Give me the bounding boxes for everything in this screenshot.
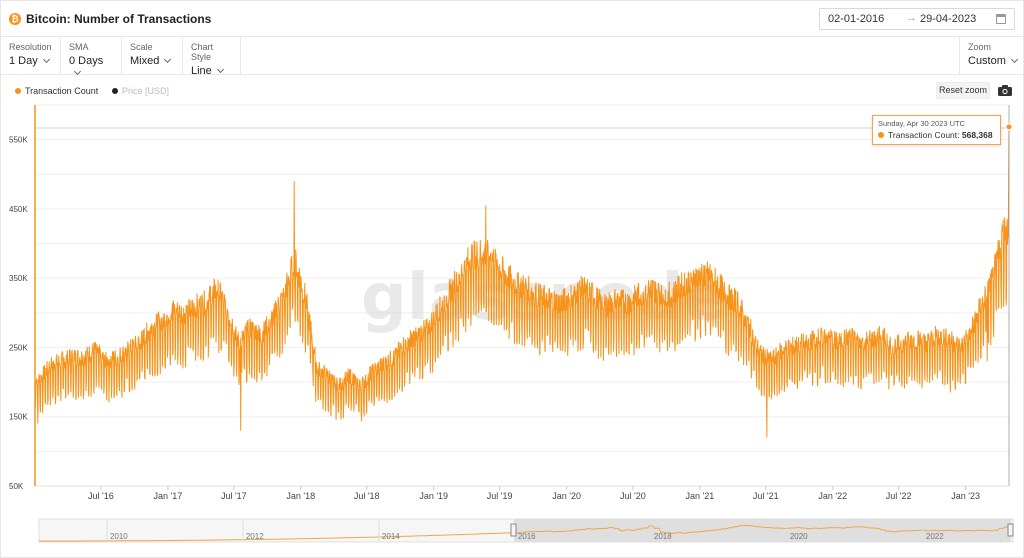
tooltip-value: 568,368 <box>961 130 993 140</box>
reset-zoom-button[interactable]: Reset zoom <box>936 82 990 99</box>
x-tick-label: Jul '22 <box>886 491 912 501</box>
legend-dot-icon <box>112 88 118 94</box>
navigator-tick-label: 2010 <box>110 532 128 541</box>
legend-label: Transaction Count <box>25 86 99 96</box>
scale-label: Scale <box>130 42 153 52</box>
page-title: Bitcoin: Number of Transactions <box>26 12 212 26</box>
navigator-handle-right[interactable] <box>1007 523 1014 537</box>
x-tick-label: Jan '18 <box>286 491 315 501</box>
toolbar: Resolution 1 Day SMA 0 Days Scale Mixed … <box>1 37 1024 77</box>
sma-label: SMA <box>69 42 89 52</box>
tooltip-label: Transaction Count: <box>888 130 960 140</box>
x-axis-ticks: Jul '16 Jan '17 Jul '17 Jan '18 Jul '18 Jan '… <box>88 486 980 501</box>
y-tick-label: 250K <box>9 343 28 352</box>
date-from[interactable]: 02-01-2016 <box>828 13 885 25</box>
navigator-ticks: 2010 2012 2014 2016 2018 2020 2022 <box>106 520 944 541</box>
y-tick-label: 350K <box>9 274 28 283</box>
resolution-select[interactable]: Resolution 1 Day <box>1 37 61 75</box>
chart-style-label: Chart Style <box>191 42 214 62</box>
legend-label: Price [USD] <box>122 86 170 96</box>
y-tick-label: 150K <box>9 413 28 422</box>
x-tick-label: Jul '19 <box>487 491 513 501</box>
x-tick-label: Jan '17 <box>154 491 183 501</box>
x-tick-label: Jul '21 <box>753 491 779 501</box>
arrow-right-icon: → <box>906 12 917 24</box>
sma-select[interactable]: SMA 0 Days <box>61 37 122 76</box>
header: ₿ Bitcoin: Number of Transactions 02-01-… <box>1 1 1024 37</box>
y-tick-label: 450K <box>9 205 28 214</box>
legend-item-transaction-count[interactable]: Transaction Count <box>15 86 98 96</box>
tooltip-dot-icon <box>878 132 884 138</box>
legend-dot-icon <box>15 88 21 94</box>
grid-lines <box>35 104 1009 487</box>
chart-style-select[interactable]: Chart Style Line <box>183 37 241 77</box>
resolution-value[interactable]: 1 Day <box>9 55 52 67</box>
navigator-handle-left[interactable] <box>510 523 517 537</box>
x-tick-label: Jul '17 <box>221 491 247 501</box>
tooltip-row: Transaction Count: 568,368 <box>878 130 995 140</box>
navigator[interactable]: 2010 2012 2014 2016 2018 2020 2022 <box>38 518 1014 543</box>
date-to[interactable]: 29-04-2023 <box>920 13 977 25</box>
chart-tooltip: Sunday, Apr 30 2023 UTC Transaction Coun… <box>872 115 1001 145</box>
sma-value[interactable]: 0 Days <box>69 55 113 79</box>
bitcoin-icon: ₿ <box>9 13 21 25</box>
x-tick-label: Jul '20 <box>620 491 646 501</box>
navigator-tick-label: 2014 <box>382 532 400 541</box>
x-tick-label: Jan '20 <box>552 491 581 501</box>
date-range-picker[interactable]: 02-01-2016 → 29-04-2023 <box>819 8 1015 30</box>
resolution-label: Resolution <box>9 42 52 52</box>
scale-select[interactable]: Scale Mixed <box>122 37 183 75</box>
y-tick-label: 550K <box>9 136 28 145</box>
x-tick-label: Jan '19 <box>419 491 448 501</box>
tooltip-date: Sunday, Apr 30 2023 UTC <box>878 119 965 128</box>
navigator-tick-label: 2012 <box>246 532 264 541</box>
scale-value[interactable]: Mixed <box>130 55 174 67</box>
navigator-tick-label: 2016 <box>518 532 536 541</box>
legend-item-price[interactable]: Price [USD] <box>112 86 169 96</box>
x-tick-label: Jan '21 <box>685 491 714 501</box>
x-tick-label: Jan '22 <box>818 491 847 501</box>
tooltip-point[interactable] <box>1005 123 1013 131</box>
navigator-tick-label: 2022 <box>926 532 944 541</box>
x-tick-label: Jul '16 <box>88 491 114 501</box>
zoom-select[interactable]: Zoom Custom <box>959 37 1024 75</box>
navigator-selection[interactable] <box>514 519 1011 542</box>
navigator-tick-label: 2018 <box>654 532 672 541</box>
zoom-label: Zoom <box>968 42 992 52</box>
zoom-value[interactable]: Custom <box>968 55 1018 67</box>
navigator-series-line <box>39 523 1013 542</box>
x-tick-label: Jan '23 <box>951 491 980 501</box>
y-axis-ticks: 50K 150K 250K 350K 450K 550K <box>9 136 28 491</box>
y-tick-label: 50K <box>9 482 24 491</box>
chart-style-value[interactable]: Line <box>191 65 232 77</box>
series-line-transaction-count[interactable] <box>34 126 1010 438</box>
x-tick-label: Jul '18 <box>354 491 380 501</box>
calendar-icon[interactable] <box>996 14 1006 24</box>
navigator-tick-label: 2020 <box>790 532 808 541</box>
camera-icon[interactable] <box>998 84 1012 96</box>
